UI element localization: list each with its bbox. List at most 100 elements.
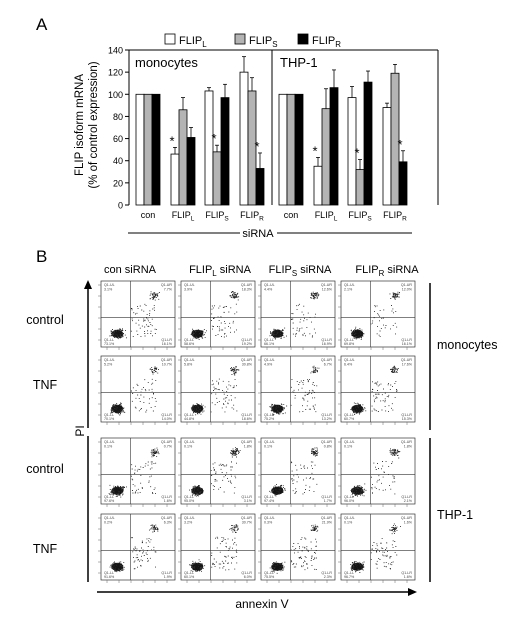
quadrant-value: 0.1% (184, 445, 193, 449)
significance-marker: * (354, 146, 359, 161)
quadrant-name: Q1-LR (241, 571, 252, 575)
y-tick-label: 40 (113, 156, 123, 166)
quadrant-value: 4.4% (264, 288, 273, 292)
significance-marker: * (397, 137, 402, 152)
quadrant-name: Q1-UL (104, 516, 115, 520)
bar (186, 137, 196, 206)
quadrant-value: 6.4% (344, 363, 353, 367)
quadrant-name: Q1-UR (241, 440, 253, 444)
quadrant-name: Q1-LL (264, 338, 274, 342)
legend-swatch (164, 33, 176, 45)
quadrant-name: Q1-UL (104, 283, 115, 287)
bar (151, 93, 161, 206)
quadrant-name: Q1-UL (184, 440, 195, 444)
bar (313, 165, 323, 206)
quadrant-value: 75.5% (264, 575, 275, 579)
quadrant-name: Q1-UR (401, 283, 413, 287)
quadrant-name: Q1-LR (161, 495, 172, 499)
quadrant-name: Q1-UL (184, 358, 195, 362)
pi-axis-label: PI (73, 425, 87, 436)
quadrant-value: 0.7% (164, 445, 173, 449)
quadrant-value: 10.7% (162, 363, 173, 367)
event-density-core (271, 329, 284, 338)
quadrant-value: 0.3% (264, 521, 273, 525)
quadrant-name: Q1-UR (321, 440, 333, 444)
quadrant-name: Q1-LL (104, 495, 114, 499)
quadrant-name: Q1-LR (401, 338, 412, 342)
event-density-core (111, 562, 124, 571)
bar (278, 93, 288, 206)
y-axis-label-line1: FLIP isoform mRNA (74, 74, 86, 176)
y-tick-label: 100 (108, 90, 123, 100)
quadrant-name: Q1-UL (344, 440, 355, 444)
group-label: monocytes (437, 338, 497, 352)
quadrant-value: 96.0% (344, 499, 355, 503)
y-tick-label: 20 (113, 178, 123, 188)
bar (363, 81, 373, 206)
quadrant-value: 17.6% (402, 363, 413, 367)
y-tick-label: 0 (118, 201, 123, 211)
quadrant-name: Q1-UR (401, 516, 413, 520)
bar (255, 168, 265, 206)
quadrant-value: 66.1% (264, 342, 275, 346)
quadrant-value: 0.2% (104, 521, 113, 525)
quadrant-value: 4.9% (264, 363, 273, 367)
quadrant-value: 75.2% (264, 417, 275, 421)
quadrant-value: 21.9% (322, 521, 333, 525)
bar (220, 97, 230, 206)
x-tick-label: FLIPS (348, 210, 372, 223)
quadrant-name: Q1-LR (321, 571, 332, 575)
quadrant-value: 12.0% (402, 288, 413, 292)
quadrant-value: 0.1% (344, 445, 353, 449)
bar (204, 90, 214, 206)
annexin-axis-arrowhead (408, 588, 417, 596)
quadrant-name: Q1-LL (344, 413, 354, 417)
quadrant-name: Q1-LL (104, 571, 114, 575)
quadrant-value: 16.1% (402, 342, 413, 346)
quadrant-value: 6.3% (164, 521, 173, 525)
quadrant-name: Q1-UR (321, 358, 333, 362)
quadrant-name: Q1-LL (104, 338, 114, 342)
column-header: con siRNA (104, 264, 157, 276)
event-density-core (111, 486, 124, 495)
row-label: TNF (33, 378, 58, 392)
quadrant-name: Q1-UR (241, 516, 253, 520)
legend-entry: FLIPS (249, 35, 278, 49)
quadrant-value: 1.8% (404, 445, 413, 449)
quadrant-value: 6.7% (324, 363, 333, 367)
x-axis-title: siRNA (242, 228, 274, 240)
bar (329, 87, 339, 206)
quadrant-name: Q1-LR (321, 338, 332, 342)
x-tick-label: con (284, 210, 299, 220)
quadrant-value: 15.3% (402, 417, 413, 421)
bar (286, 93, 296, 206)
quadrant-name: Q1-UR (401, 440, 413, 444)
quadrant-name: Q1-LR (401, 413, 412, 417)
row-label: control (26, 462, 64, 476)
x-tick-label: FLIPR (240, 210, 264, 223)
quadrant-name: Q1-LR (241, 338, 252, 342)
quadrant-name: Q1-UL (264, 358, 275, 362)
bar (294, 93, 304, 206)
bar (170, 153, 180, 206)
pi-axis-arrowhead (84, 280, 92, 289)
quadrant-value: 30.7% (242, 521, 253, 525)
quadrant-name: Q1-UR (401, 358, 413, 362)
y-axis-label: FLIP isoform mRNA (% of control expressi… (74, 61, 100, 188)
x-tick-label: FLIPL (172, 210, 195, 223)
quadrant-name: Q1-LR (161, 338, 172, 342)
y-tick-label: 60 (113, 134, 123, 144)
row-label: control (26, 313, 64, 327)
event-density-core (351, 486, 364, 495)
quadrant-value: 1.6% (164, 499, 173, 503)
